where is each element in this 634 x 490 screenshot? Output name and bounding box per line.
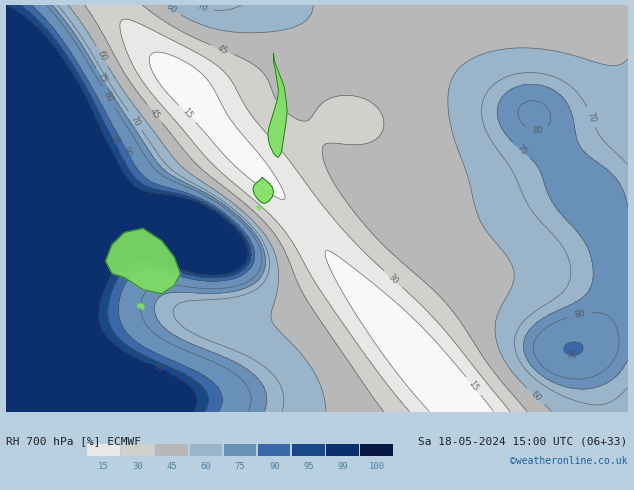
Text: 90: 90 <box>566 350 578 361</box>
Text: 75: 75 <box>515 143 529 157</box>
FancyBboxPatch shape <box>87 444 120 456</box>
Text: 70: 70 <box>195 1 208 14</box>
Polygon shape <box>106 228 180 294</box>
FancyBboxPatch shape <box>327 444 359 456</box>
Text: 60: 60 <box>200 463 211 471</box>
Text: 99: 99 <box>152 362 165 374</box>
FancyBboxPatch shape <box>190 444 222 456</box>
Polygon shape <box>138 304 145 309</box>
Text: 95: 95 <box>303 463 314 471</box>
Text: 30: 30 <box>133 463 143 471</box>
FancyBboxPatch shape <box>224 444 256 456</box>
Text: RH 700 hPa [%] ECMWF: RH 700 hPa [%] ECMWF <box>6 436 141 446</box>
Text: 60: 60 <box>96 49 108 63</box>
Polygon shape <box>268 54 287 157</box>
Text: 95: 95 <box>107 134 120 147</box>
FancyBboxPatch shape <box>121 444 154 456</box>
Text: 15: 15 <box>98 463 109 471</box>
Text: 80: 80 <box>532 126 543 135</box>
Text: 80: 80 <box>101 90 115 103</box>
Text: 75: 75 <box>95 71 108 85</box>
Text: 90: 90 <box>120 145 133 158</box>
Text: 60: 60 <box>529 390 543 403</box>
Polygon shape <box>253 178 273 203</box>
FancyBboxPatch shape <box>292 444 325 456</box>
Text: 70: 70 <box>585 111 597 123</box>
Text: 99: 99 <box>337 463 348 471</box>
Text: 80: 80 <box>574 309 586 320</box>
Text: 15: 15 <box>181 107 194 121</box>
Text: 45: 45 <box>216 44 229 56</box>
Text: 45: 45 <box>167 463 178 471</box>
Text: 90: 90 <box>269 463 280 471</box>
Text: 45: 45 <box>148 107 162 121</box>
FancyBboxPatch shape <box>361 444 393 456</box>
Text: ©weatheronline.co.uk: ©weatheronline.co.uk <box>510 456 628 466</box>
Text: 75: 75 <box>235 463 245 471</box>
Text: 15: 15 <box>467 379 480 393</box>
FancyBboxPatch shape <box>155 444 188 456</box>
Text: 60: 60 <box>164 1 178 15</box>
Text: 70: 70 <box>129 114 142 128</box>
Text: Sa 18-05-2024 15:00 UTC (06+33): Sa 18-05-2024 15:00 UTC (06+33) <box>418 436 628 446</box>
FancyBboxPatch shape <box>258 444 290 456</box>
Polygon shape <box>257 206 261 210</box>
Text: 100: 100 <box>369 463 385 471</box>
Text: 30: 30 <box>386 272 400 286</box>
